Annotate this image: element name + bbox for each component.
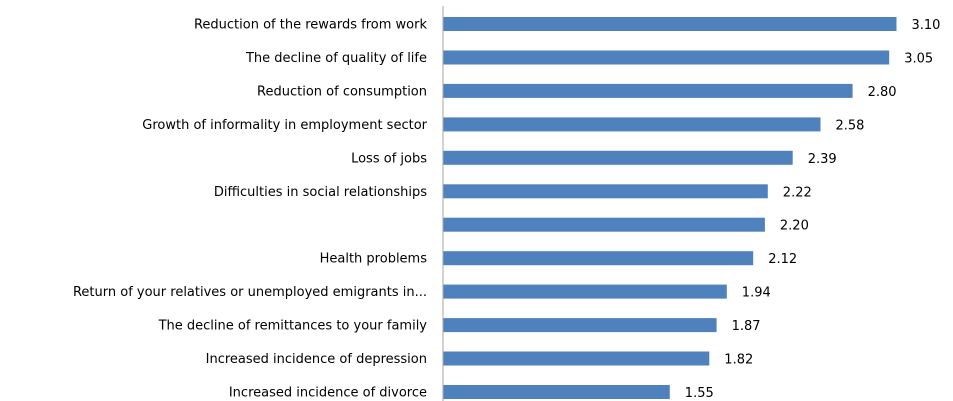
category-label: Reduction of the rewards from work: [194, 18, 427, 33]
bar: [443, 117, 821, 132]
value-label: 1.94: [742, 286, 771, 301]
category-label: Growth of informality in employment sect…: [142, 118, 427, 133]
bar: [443, 50, 890, 65]
bar: [443, 251, 754, 266]
bar: [443, 184, 768, 199]
bar: [443, 284, 727, 299]
category-label: Loss of jobs: [351, 151, 427, 166]
value-labels: 3.10 3.05 2.80 2.58 2.39 2.22 2.20 2.12 1.94 1.87…: [685, 18, 941, 401]
category-label: Return of your relatives or unemployed e…: [73, 285, 427, 300]
value-label: 1.87: [732, 319, 761, 334]
category-label: Increased incidence of divorce: [229, 386, 427, 401]
value-label: 3.05: [904, 52, 933, 67]
value-label: 2.39: [808, 152, 837, 167]
category-labels: Reduction of the rewards from work The de…: [73, 18, 428, 401]
bar: [443, 351, 710, 366]
category-label: Difficulties in social relationships: [214, 185, 427, 200]
value-label: 2.58: [836, 118, 865, 133]
bar: [443, 217, 765, 232]
category-label: Health problems: [320, 252, 428, 267]
category-label: Reduction of consumption: [257, 84, 427, 99]
category-label: The decline of quality of life: [245, 51, 427, 66]
category-label: Increased incidence of depression: [206, 352, 427, 367]
value-label: 3.10: [912, 18, 941, 33]
bars-group: [443, 17, 897, 399]
bar: [443, 150, 793, 165]
bar: [443, 318, 717, 333]
value-label: 2.22: [783, 185, 812, 200]
value-label: 1.55: [685, 386, 714, 401]
value-label: 2.12: [768, 252, 797, 267]
bar: [443, 17, 897, 31]
value-label: 2.80: [868, 85, 897, 100]
bar: [443, 83, 853, 98]
value-label: 1.82: [724, 353, 753, 368]
bar: [443, 385, 670, 399]
category-label: The decline of remittances to your famil…: [158, 319, 428, 334]
value-label: 2.20: [780, 219, 809, 234]
